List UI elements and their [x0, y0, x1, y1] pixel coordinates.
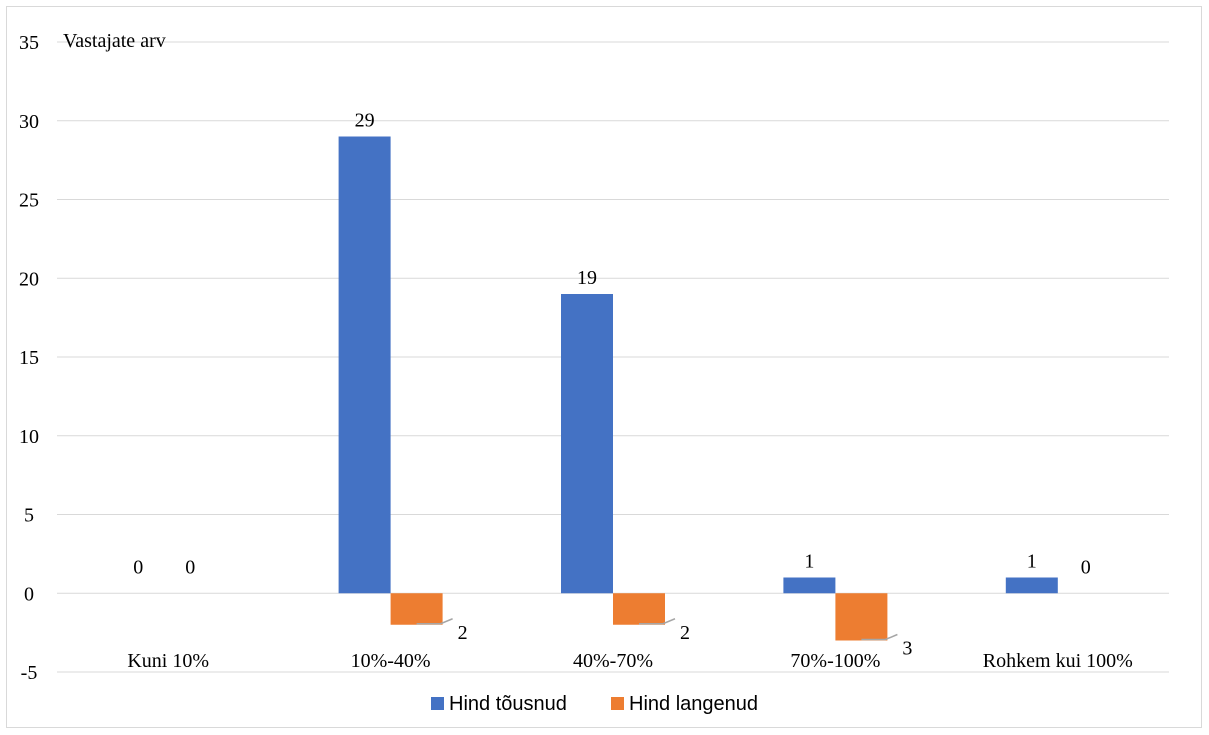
legend: Hind tõusnud Hind langenud: [431, 693, 758, 715]
data-label: 19: [577, 267, 597, 289]
data-label: 2: [680, 622, 690, 644]
leader-line: [861, 633, 898, 641]
category-labels: Kuni 10% 10%-40% 40%-70% 70%-100% Rohkem kui…: [127, 650, 1132, 672]
leader-line: [416, 618, 453, 625]
data-label: 3: [902, 638, 912, 660]
legend-label: Hind langenud: [629, 693, 758, 715]
bar-hind-tousnud: [561, 294, 613, 594]
y-tick-label: 20: [19, 268, 39, 290]
data-labels: 0 0 29 2 19 2 1 3 1 0: [133, 110, 1091, 660]
data-label: 0: [185, 556, 195, 578]
y-tick-label: 15: [19, 347, 39, 369]
y-tick-label: 0: [24, 583, 34, 605]
y-tick-label: 25: [19, 190, 39, 212]
label-leader-lines: [416, 618, 898, 641]
legend-label: Hind tõusnud: [449, 693, 567, 715]
bar-hind-langenud: [613, 593, 665, 625]
data-label: 1: [804, 551, 814, 573]
category-label: Rohkem kui 100%: [983, 650, 1133, 672]
data-label: 0: [133, 556, 143, 578]
y-tick-label: 35: [19, 32, 39, 54]
category-label: 10%-40%: [351, 650, 431, 672]
bar-hind-langenud: [835, 593, 888, 641]
category-label: 70%-100%: [790, 650, 880, 672]
y-tick-label: 10: [19, 426, 39, 448]
y-tick-label: 30: [19, 111, 39, 133]
category-label: 40%-70%: [573, 650, 653, 672]
y-axis-ticks: -5 0 5 10 15 20 25 30 35: [19, 32, 39, 684]
y-axis-label: Vastajate arv: [63, 30, 166, 52]
category-label: Kuni 10%: [127, 650, 209, 672]
chart-frame: -5 0 5 10 15 20 25 30 35 Vastajate arv 0 0 29 2 19 2 1…: [6, 6, 1202, 728]
data-label: 29: [355, 110, 375, 132]
bars: [338, 136, 1058, 641]
y-tick-label: -5: [21, 662, 38, 684]
leader-line: [639, 618, 676, 625]
y-tick-label: 5: [24, 505, 34, 527]
bar-hind-tousnud: [338, 136, 391, 594]
bar-hind-tousnud: [783, 577, 836, 594]
legend-swatch: [431, 697, 444, 710]
data-label: 0: [1081, 556, 1091, 578]
bar-hind-langenud: [390, 593, 443, 625]
bar-hind-tousnud: [1005, 577, 1058, 594]
legend-swatch: [611, 697, 624, 710]
data-label: 1: [1027, 551, 1037, 573]
data-label: 2: [458, 622, 468, 644]
